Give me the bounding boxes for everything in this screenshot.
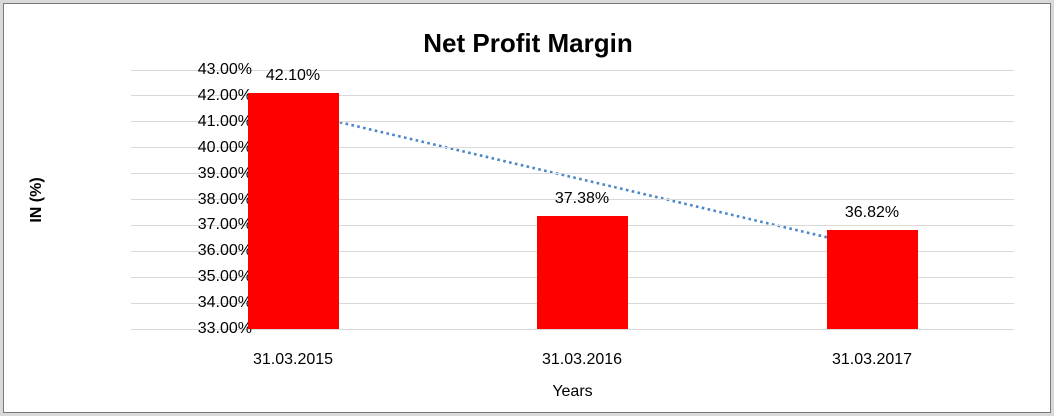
y-tick-label: 36.00% (197, 242, 252, 260)
y-tick-label: 39.00% (197, 164, 252, 182)
net-profit-margin-chart: Net Profit Margin IN (%) 43.00% 42.00% 41.… (3, 3, 1051, 413)
y-gridline (131, 95, 1014, 97)
data-label: 37.38% (554, 189, 610, 207)
y-gridline (131, 147, 1014, 149)
y-axis-title-text: IN (%) (28, 177, 45, 223)
y-tick-label: 35.00% (197, 268, 252, 286)
y-tick-label: 34.00% (197, 294, 252, 312)
y-gridline (131, 328, 1014, 330)
y-tick-label: 41.00% (197, 112, 252, 130)
x-category-label: 31.03.2016 (541, 351, 623, 368)
y-tick-label: 42.00% (197, 86, 252, 104)
y-gridline (131, 173, 1014, 175)
y-tick-label: 43.00% (197, 61, 252, 78)
plot-area: 43.00% 42.00% 41.00% 40.00% 39.00% 38.00% 37.0… (131, 62, 1014, 368)
data-label: 42.10% (265, 67, 321, 85)
y-tick-label: 38.00% (197, 190, 252, 208)
y-gridline (131, 121, 1014, 123)
x-axis-title: Years (552, 383, 593, 400)
bar-31.03.2015 (247, 93, 339, 329)
y-tick-label: 37.00% (197, 216, 252, 234)
x-category-label: 31.03.2017 (831, 351, 913, 368)
chart-title: Net Profit Margin (423, 28, 633, 58)
y-tick-label: 40.00% (197, 138, 252, 156)
bar-31.03.2017 (826, 230, 918, 329)
bar-31.03.2016 (536, 215, 628, 329)
y-gridline (131, 69, 1014, 71)
x-category-label: 31.03.2015 (252, 351, 334, 368)
y-gridline (131, 199, 1014, 200)
y-tick-label: 33.00% (197, 320, 252, 337)
data-label: 36.82% (844, 204, 900, 222)
